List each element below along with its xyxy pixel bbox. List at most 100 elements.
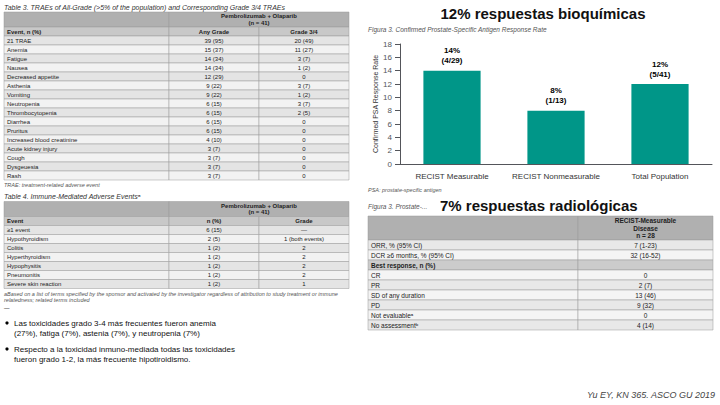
svg-text:14 (34): 14 (34): [204, 65, 223, 71]
svg-text:3 (7): 3 (7): [208, 164, 220, 170]
svg-text:11 (27): 11 (27): [295, 47, 314, 53]
svg-text:21 TRAE: 21 TRAE: [7, 38, 31, 44]
svg-text:aBased on a list of terms spec: aBased on a list of terms specified by t…: [4, 291, 338, 297]
svg-text:6: 6: [388, 120, 393, 129]
svg-text:(n = 41): (n = 41): [248, 20, 269, 26]
svg-text:10: 10: [383, 93, 392, 102]
svg-text:fueron grado 1-2, la más frecu: fueron grado 1-2, la más frecuente hipot…: [14, 355, 191, 364]
svg-text:ORR, % (95% CI): ORR, % (95% CI): [371, 242, 422, 250]
svg-text:Hypophysitis: Hypophysitis: [7, 263, 41, 269]
svg-text:PSA: prostate-specific antigen: PSA: prostate-specific antigen: [368, 187, 442, 193]
svg-text:TRAE: treatment-related advers: TRAE: treatment-related adverse event: [4, 182, 100, 188]
svg-text:Event, n (%): Event, n (%): [7, 29, 41, 35]
svg-text:Pembrolizumab + Olaparib: Pembrolizumab + Olaparib: [221, 203, 297, 209]
svg-text:1 (2): 1 (2): [298, 92, 310, 98]
svg-text:PD: PD: [371, 302, 380, 309]
svg-text:2: 2: [302, 254, 306, 260]
svg-text:Event: Event: [7, 218, 23, 224]
svg-text:4: 4: [388, 133, 393, 142]
svg-text:0: 0: [388, 160, 393, 169]
svg-text:9 (22): 9 (22): [206, 92, 222, 98]
svg-text:Hypothyroidism: Hypothyroidism: [7, 236, 48, 242]
svg-text:1 (2): 1 (2): [208, 263, 220, 269]
svg-text:3 (7): 3 (7): [208, 146, 220, 152]
svg-text:2: 2: [388, 146, 393, 155]
svg-text:0: 0: [302, 164, 306, 170]
svg-text:6 (15): 6 (15): [206, 119, 222, 125]
svg-text:Table 4. Immune-Mediated Adver: Table 4. Immune-Mediated Adverse Eventsᵃ: [4, 193, 141, 200]
svg-text:Cough: Cough: [7, 155, 25, 161]
svg-text:6 (15): 6 (15): [206, 110, 222, 116]
svg-text:3 (7): 3 (7): [298, 101, 310, 107]
svg-text:3 (7): 3 (7): [298, 83, 310, 89]
svg-text:Table 3. TRAEs of All-Grade (>: Table 3. TRAEs of All-Grade (>5% of the …: [4, 4, 285, 12]
svg-text:Colitis: Colitis: [7, 245, 23, 251]
svg-text:1 (both events): 1 (both events): [284, 236, 324, 242]
svg-text:0: 0: [302, 155, 306, 161]
svg-text:Anemia: Anemia: [7, 47, 28, 53]
svg-text:≥1 event: ≥1 event: [7, 227, 30, 233]
svg-text:1 (2): 1 (2): [208, 272, 220, 278]
svg-text:12: 12: [383, 80, 392, 89]
svg-text:n (%): n (%): [207, 218, 222, 224]
svg-text:6 (15): 6 (15): [206, 101, 222, 107]
svg-text:1 (2): 1 (2): [208, 254, 220, 260]
svg-text:Vomiting: Vomiting: [7, 92, 30, 98]
svg-text:Grade: Grade: [295, 218, 313, 224]
svg-text:8%: 8%: [550, 86, 562, 95]
svg-text:2: 2: [302, 263, 306, 269]
svg-text:Pruritus: Pruritus: [7, 128, 28, 134]
svg-text:RECIST-Measurable: RECIST-Measurable: [615, 217, 677, 224]
svg-text:3 (7): 3 (7): [208, 173, 220, 179]
svg-text:SD of any duration: SD of any duration: [371, 292, 425, 300]
svg-text:6 (15): 6 (15): [206, 227, 222, 233]
svg-text:Total Population: Total Population: [632, 172, 689, 181]
svg-text:20 (49): 20 (49): [294, 38, 313, 44]
svg-text:(4/29): (4/29): [442, 56, 463, 65]
svg-text:—: —: [301, 227, 307, 233]
svg-text:relatedness; related terms inc: relatedness; related terms included: [4, 297, 91, 303]
svg-text:DCR ≥6 months, % (95% CI): DCR ≥6 months, % (95% CI): [371, 252, 454, 260]
svg-text:9 (22): 9 (22): [206, 83, 222, 89]
svg-text:1 (2): 1 (2): [208, 245, 220, 251]
svg-text:No assessmentᵇ: No assessmentᵇ: [371, 322, 419, 329]
svg-text:Nausea: Nausea: [7, 65, 28, 71]
svg-text:4 (10): 4 (10): [206, 137, 222, 143]
svg-text:2 (5): 2 (5): [208, 236, 220, 242]
svg-text:Any Grade: Any Grade: [199, 29, 230, 35]
svg-text:Increased blood creatinine: Increased blood creatinine: [7, 137, 78, 143]
svg-text:Disease: Disease: [633, 225, 658, 232]
svg-text:1 (2): 1 (2): [208, 281, 220, 287]
svg-text:12 (29): 12 (29): [204, 74, 223, 80]
svg-text:0: 0: [302, 146, 306, 152]
svg-text:Dysgeuesia: Dysgeuesia: [7, 164, 39, 170]
svg-text:13 (46): 13 (46): [635, 292, 656, 300]
svg-text:(5/41): (5/41): [650, 70, 671, 79]
svg-text:2 (7): 2 (7): [639, 282, 652, 290]
svg-text:1: 1: [302, 281, 306, 287]
svg-text:(n = 41): (n = 41): [248, 209, 269, 215]
svg-text:16: 16: [383, 53, 392, 62]
svg-text:(1/13): (1/13): [546, 96, 567, 105]
svg-text:39 (95): 39 (95): [204, 38, 223, 44]
svg-text:15 (37): 15 (37): [204, 47, 223, 53]
svg-text:Las toxicidades grado 3-4 más: Las toxicidades grado 3-4 más frecuentes…: [14, 319, 216, 328]
svg-text:2: 2: [302, 245, 306, 251]
svg-text:Hyperthyroidism: Hyperthyroidism: [7, 254, 50, 260]
svg-text:0: 0: [302, 128, 306, 134]
svg-text:7% respuestas radiológicas: 7% respuestas radiológicas: [440, 197, 638, 214]
svg-text:3 (7): 3 (7): [208, 155, 220, 161]
svg-text:32 (16-52): 32 (16-52): [631, 252, 661, 260]
svg-text:Confirmed PSA Response Rate: Confirmed PSA Response Rate: [372, 55, 380, 153]
svg-text:2: 2: [302, 272, 306, 278]
svg-text:Rash: Rash: [7, 173, 21, 179]
svg-text:RECIST Nonmeasurable: RECIST Nonmeasurable: [512, 172, 600, 181]
svg-text:(27%), fatiga (7%), astenia (7: (27%), fatiga (7%), astenia (7%), y neut…: [14, 329, 200, 338]
svg-text:18: 18: [383, 40, 392, 49]
svg-text:Asthenia: Asthenia: [7, 83, 31, 89]
svg-text:14: 14: [383, 66, 392, 75]
svg-text:0: 0: [644, 272, 648, 279]
svg-text:Grade 3/4: Grade 3/4: [290, 29, 318, 35]
svg-text:Acute kidney injury: Acute kidney injury: [7, 146, 57, 152]
svg-text:Best response, n (%): Best response, n (%): [371, 262, 435, 270]
